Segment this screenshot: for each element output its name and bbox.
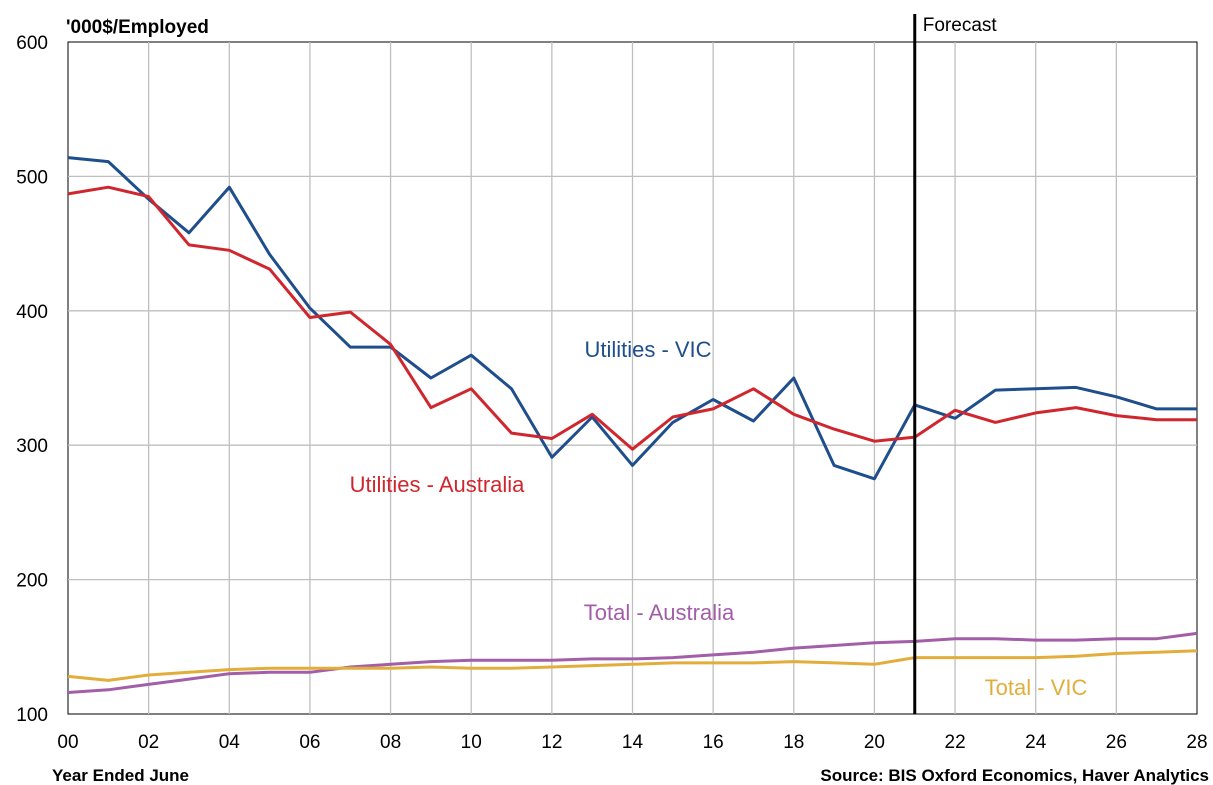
source-note: Source: BIS Oxford Economics, Haver Anal… [820,766,1209,785]
series-label: Total - VIC [985,675,1088,700]
x-axis-label: Year Ended June [52,766,189,785]
series-label: Utilities - Australia [350,472,526,497]
series-label: Total - Australia [584,600,735,625]
y-tick-label: 400 [16,302,48,323]
series-line [67,649,1198,682]
x-tick-label: 08 [380,732,401,753]
series-lines [67,156,1198,694]
grid [68,42,1197,714]
series-label: Utilities - VIC [584,337,711,362]
y-tick-label: 600 [16,33,48,54]
series-labels: Utilities - VIC Utilities - Australia Tota… [350,337,1088,700]
x-tick-label: 24 [1025,732,1047,753]
series-line [67,631,1198,694]
y-axis-ticks: 100 200 300 400 500 600 [16,33,48,726]
x-tick-label: 22 [945,732,966,753]
y-tick-label: 300 [16,436,48,457]
x-tick-label: 02 [138,732,159,753]
forecast-label: Forecast [923,15,998,36]
series-line [67,156,1197,481]
y-tick-label: 200 [16,571,48,592]
x-tick-label: 18 [783,732,804,753]
x-tick-label: 04 [219,732,241,753]
x-tick-label: 16 [703,732,724,753]
x-tick-label: 28 [1186,732,1207,753]
x-tick-label: 00 [57,732,78,753]
x-tick-label: 06 [299,732,320,753]
y-axis-label: '000$/Employed [66,17,209,38]
y-tick-label: 100 [16,705,48,726]
y-tick-label: 500 [16,167,48,188]
series-line [67,185,1197,451]
x-axis-ticks: 00 02 04 06 08 10 12 14 16 18 20 22 24 26 28 [57,732,1207,753]
x-tick-label: 20 [864,732,885,753]
x-tick-label: 12 [541,732,562,753]
x-tick-label: 26 [1106,732,1127,753]
x-tick-label: 14 [622,732,644,753]
x-tick-label: 10 [461,732,482,753]
